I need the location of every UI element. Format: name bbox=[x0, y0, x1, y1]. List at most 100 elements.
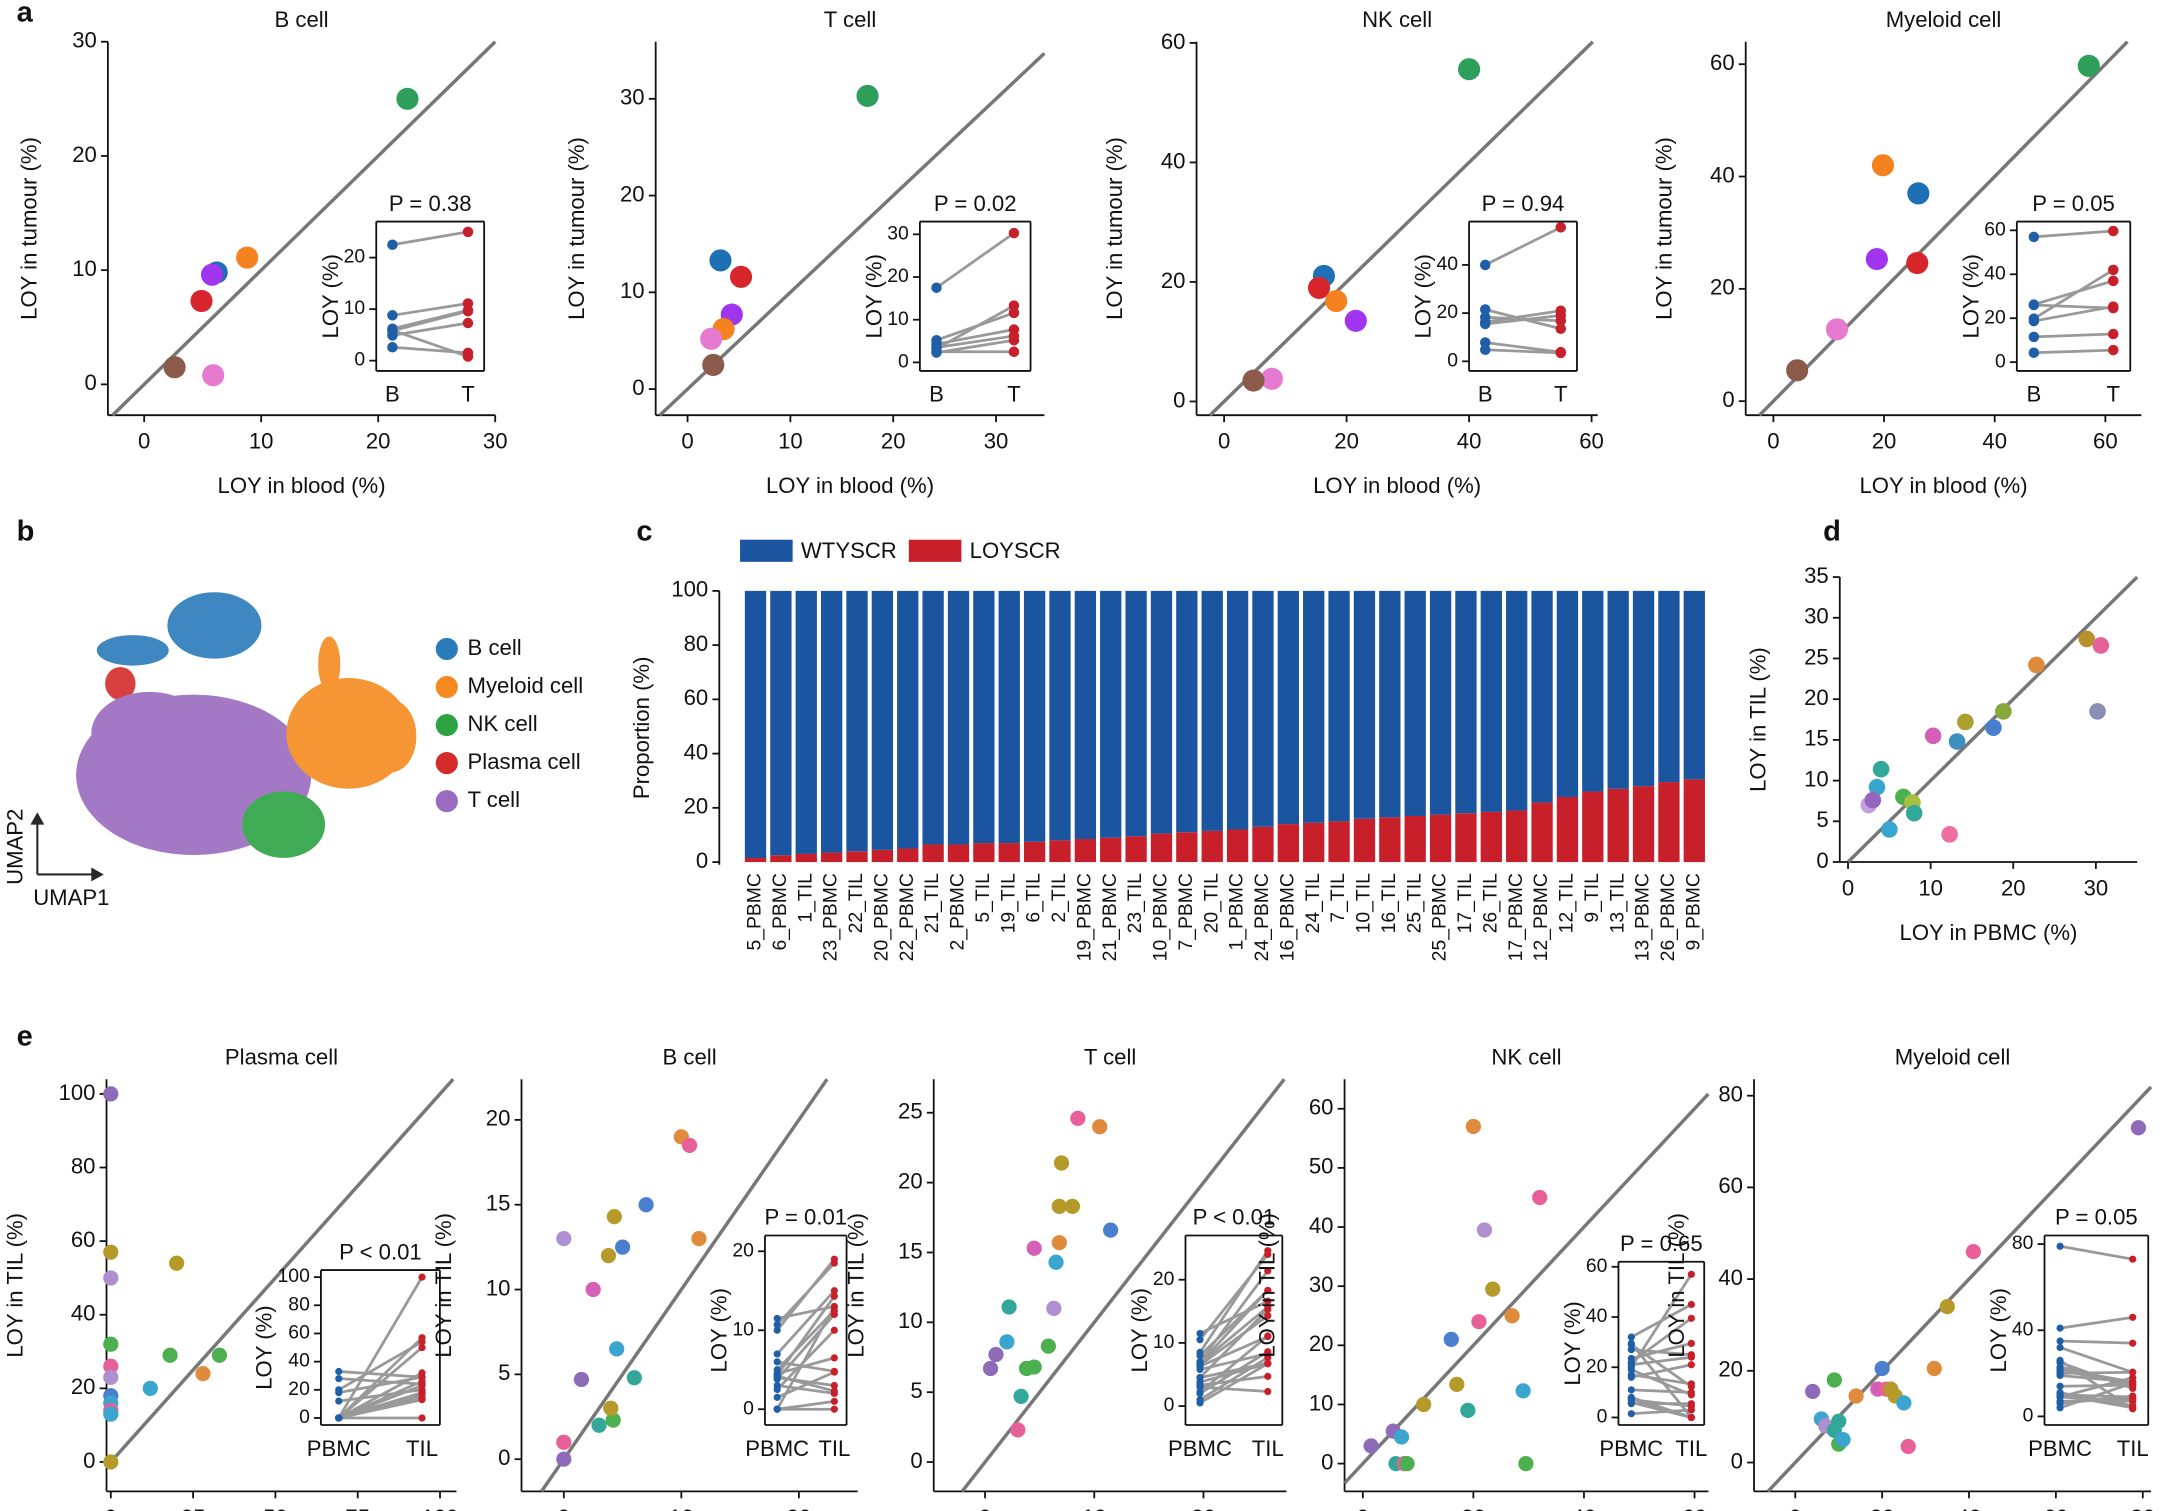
point bbox=[1092, 1119, 1108, 1135]
inset-point bbox=[418, 1380, 426, 1388]
inset-x-tick-label: T bbox=[461, 382, 475, 407]
x-tick-label: 0 bbox=[138, 429, 150, 454]
inset-point bbox=[2129, 1339, 2137, 1347]
paired-line bbox=[1199, 1352, 1269, 1371]
point bbox=[2028, 656, 2045, 674]
bar-segment bbox=[1023, 590, 1046, 842]
inset-point bbox=[418, 1386, 426, 1394]
point bbox=[1260, 367, 1283, 390]
inset-point bbox=[1264, 1312, 1272, 1320]
y-tick-label: 20 bbox=[486, 1106, 511, 1131]
inset-point bbox=[1264, 1332, 1272, 1341]
x-tick-label: 16_PBMC bbox=[1276, 873, 1298, 961]
bar-segment bbox=[1074, 839, 1097, 863]
p-value: P = 0.02 bbox=[934, 191, 1017, 216]
x-tick-label: 6_TIL bbox=[1023, 873, 1045, 923]
x-tick-label: 24_TIL bbox=[1302, 873, 1324, 934]
inset-point bbox=[1264, 1387, 1272, 1396]
inset-point bbox=[418, 1396, 426, 1404]
inset-x-tick-label: PBMC bbox=[307, 1436, 371, 1461]
point bbox=[1476, 1222, 1493, 1238]
inset-point bbox=[1627, 1410, 1635, 1418]
inset-point bbox=[1687, 1270, 1695, 1278]
y-tick-label: 40 bbox=[1586, 1305, 1608, 1327]
legend-marker bbox=[435, 714, 458, 737]
bar-segment bbox=[1455, 813, 1477, 863]
chart-title: B cell bbox=[663, 1044, 717, 1069]
inset-point bbox=[335, 1414, 343, 1422]
inset-point bbox=[1627, 1346, 1635, 1354]
inset-point bbox=[335, 1367, 343, 1376]
paired-line bbox=[1484, 226, 1562, 267]
bar-segment bbox=[1303, 590, 1325, 823]
point bbox=[1848, 1388, 1864, 1404]
y-tick-label: 0 bbox=[743, 1397, 754, 1419]
x-tick-label: 0 bbox=[979, 1505, 991, 1511]
identity-line bbox=[1208, 40, 1595, 417]
x-tick-label: 10 bbox=[1082, 1505, 1107, 1511]
x-tick-label: 60 bbox=[2044, 1505, 2069, 1511]
inset-point bbox=[2056, 1337, 2064, 1345]
y-axis-label: LOY in TIL (%) bbox=[843, 1213, 868, 1358]
y-tick-label: 25 bbox=[1804, 644, 1829, 669]
inset-point bbox=[2056, 1356, 2064, 1365]
inset-y-axis-label: LOY (%) bbox=[251, 1305, 276, 1389]
y-tick-label: 0 bbox=[83, 1448, 95, 1473]
paired-line bbox=[337, 1276, 424, 1419]
x-tick-label: 0 bbox=[105, 1505, 117, 1511]
inset-point bbox=[931, 282, 942, 293]
panel-label: b bbox=[17, 515, 35, 547]
point bbox=[1805, 1383, 1821, 1400]
x-tick-label: 100 bbox=[422, 1505, 459, 1511]
point bbox=[1957, 713, 1974, 731]
x-tick-label: 20_PBMC bbox=[870, 873, 892, 961]
y-tick-label: 25 bbox=[898, 1099, 923, 1124]
point bbox=[103, 1336, 119, 1352]
point bbox=[1465, 1118, 1481, 1135]
inset-point bbox=[2129, 1313, 2137, 1321]
bar-segment bbox=[846, 851, 868, 863]
y-tick-label: 0 bbox=[632, 375, 644, 400]
paired-line bbox=[935, 231, 1015, 289]
legend-marker bbox=[435, 790, 458, 813]
point bbox=[1826, 1372, 1842, 1388]
legend-swatch bbox=[908, 539, 962, 562]
inset-point bbox=[830, 1292, 838, 1300]
inset-point bbox=[1196, 1358, 1204, 1366]
inset-point bbox=[1479, 337, 1491, 348]
y-tick-label: 20 bbox=[620, 181, 645, 206]
point bbox=[162, 1347, 178, 1363]
panel-label: e bbox=[17, 1020, 33, 1052]
bar-segment bbox=[1176, 590, 1198, 833]
x-tick-label: 10 bbox=[669, 1505, 694, 1511]
point bbox=[103, 1244, 119, 1260]
inset-x-tick-label: PBMC bbox=[1599, 1436, 1663, 1461]
inset-point bbox=[830, 1302, 838, 1311]
x-tick-label: 0 bbox=[1357, 1505, 1369, 1511]
x-tick-label: 0 bbox=[1218, 429, 1230, 454]
legend-swatch bbox=[740, 539, 793, 562]
x-tick-label: 9_TIL bbox=[1581, 873, 1603, 923]
inset-point bbox=[1264, 1303, 1272, 1311]
inset-point bbox=[1687, 1413, 1695, 1422]
inset-point bbox=[773, 1374, 781, 1382]
point bbox=[1924, 727, 1942, 745]
paired-line bbox=[2033, 305, 2114, 323]
point bbox=[600, 1248, 617, 1264]
inset-point bbox=[1627, 1333, 1635, 1341]
bar-segment bbox=[998, 843, 1020, 863]
paired-line bbox=[2033, 279, 2114, 306]
inset-point bbox=[2028, 347, 2040, 358]
x-tick-label: 9_PBMC bbox=[1682, 873, 1704, 950]
chart-title: T cell bbox=[1084, 1044, 1136, 1069]
inset-point bbox=[2129, 1255, 2137, 1263]
point bbox=[103, 1358, 119, 1374]
inset-point bbox=[1008, 307, 1020, 319]
bar-segment bbox=[1531, 802, 1553, 863]
inset-point bbox=[2107, 302, 2119, 314]
y-tick-label: 30 bbox=[620, 85, 645, 110]
paired-line bbox=[1199, 1289, 1269, 1357]
point bbox=[2089, 703, 2106, 720]
y-tick-label: 20 bbox=[1710, 275, 1735, 300]
y-tick-label: 10 bbox=[620, 278, 645, 303]
